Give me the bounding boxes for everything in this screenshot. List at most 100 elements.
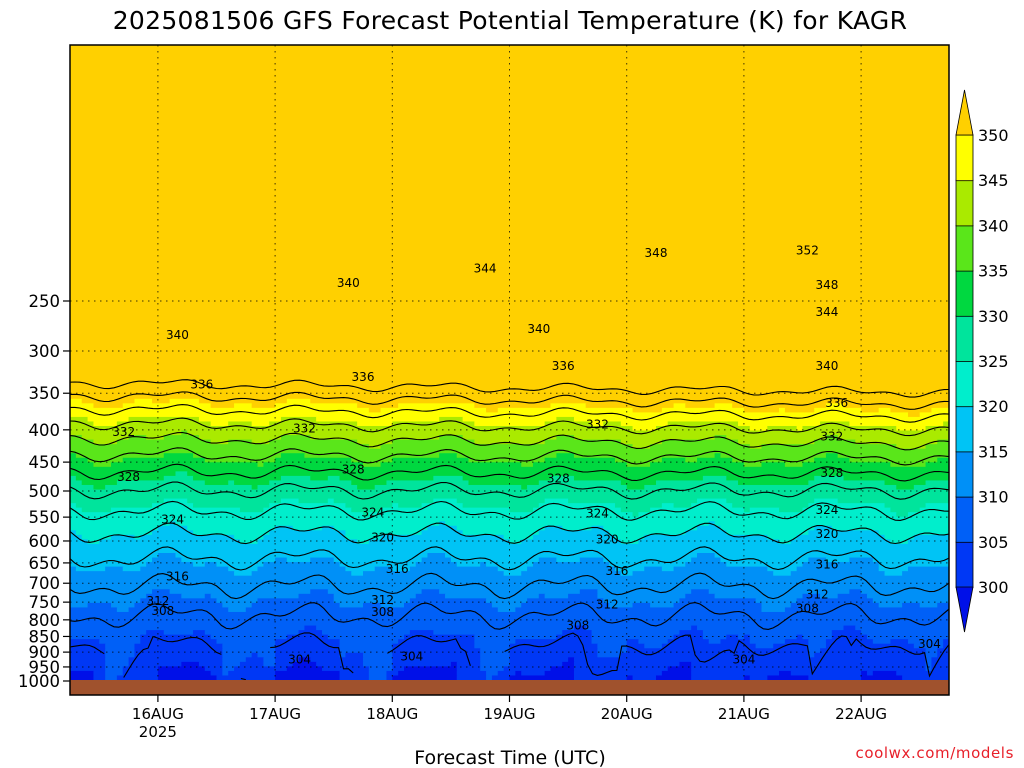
color-cell: [70, 598, 141, 604]
color-cell: [87, 457, 124, 463]
color-cell: [573, 453, 716, 459]
color-cell: [70, 326, 949, 332]
color-cell: [831, 634, 868, 640]
color-cell: [175, 471, 188, 477]
color-cell: [872, 557, 949, 563]
color-cell: [128, 657, 223, 663]
color-cell: [749, 675, 768, 681]
color-cell: [808, 648, 821, 654]
colorbar-segment: [955, 541, 974, 588]
color-cell: [152, 503, 194, 509]
color-cell: [75, 530, 153, 536]
color-cell: [638, 639, 669, 645]
color-cell: [70, 435, 83, 441]
color-cell: [116, 607, 130, 613]
color-cell: [87, 416, 130, 423]
color-cell: [796, 598, 874, 604]
color-cell: [275, 670, 341, 677]
color-cell: [790, 571, 886, 577]
color-cell: [163, 435, 200, 441]
color-cell: [70, 113, 949, 119]
color-cell: [321, 630, 411, 636]
color-cell: [462, 416, 557, 423]
color-cell: [280, 475, 311, 482]
contour-label: 328: [547, 472, 570, 486]
color-cell: [392, 652, 481, 658]
color-cell: [825, 435, 839, 441]
color-cell: [697, 553, 716, 559]
color-cell: [257, 598, 335, 604]
color-cell: [861, 407, 880, 413]
contour-label-text: 352: [796, 244, 819, 258]
color-cell: [280, 498, 300, 504]
color-cell: [275, 643, 341, 649]
contour-label-text: 340: [815, 359, 838, 373]
color-cell: [128, 435, 147, 441]
color-cell: [661, 503, 675, 509]
color-cell: [802, 562, 880, 568]
color-cell: [427, 553, 446, 559]
color-cell: [70, 507, 83, 513]
color-cell: [392, 439, 475, 445]
y-tick-label: 250: [29, 292, 61, 311]
color-cell: [70, 616, 949, 622]
color-cell: [626, 675, 634, 681]
color-cell: [386, 675, 393, 681]
color-cell: [749, 426, 768, 432]
color-cell: [843, 475, 949, 482]
contour-label-text: 348: [815, 278, 838, 292]
color-cell: [304, 625, 317, 631]
color-cell: [925, 666, 933, 672]
color-cell: [363, 512, 370, 518]
color-cell: [251, 571, 352, 577]
color-cell: [70, 140, 949, 146]
color-cell: [105, 566, 124, 572]
color-cell: [93, 421, 118, 427]
color-cell: [70, 448, 949, 454]
color-cell: [70, 602, 89, 609]
color-cell: [351, 480, 388, 486]
color-cell: [111, 602, 136, 609]
color-cell: [257, 484, 358, 491]
color-cell: [644, 484, 897, 491]
color-cell: [380, 444, 634, 450]
color-cell: [404, 602, 493, 609]
color-cell: [304, 453, 440, 459]
color-cell: [163, 630, 194, 636]
color-cell: [409, 630, 434, 636]
color-cell: [234, 480, 270, 486]
color-cell: [456, 675, 487, 681]
color-cell: [726, 530, 809, 536]
color-cell: [93, 670, 106, 677]
color-cell: [820, 648, 927, 654]
color-cell: [339, 602, 364, 609]
color-cell: [70, 575, 949, 581]
color-cell: [738, 439, 815, 445]
color-cell: [538, 503, 616, 509]
color-cell: [70, 675, 95, 681]
color-cell: [726, 634, 739, 640]
contour-label: 320: [371, 530, 394, 544]
color-cell: [333, 498, 434, 504]
color-cell: [70, 72, 949, 78]
color-cell: [697, 525, 722, 531]
color-cell: [70, 403, 95, 409]
contour-label: 312: [806, 588, 829, 602]
color-cell: [614, 457, 663, 463]
color-cell: [70, 607, 118, 613]
color-cell: [163, 453, 194, 459]
color-cell: [75, 475, 165, 482]
contour-label-text: 324: [161, 513, 184, 527]
color-cell: [486, 562, 534, 568]
color-cell: [222, 643, 276, 649]
color-cell: [585, 625, 692, 631]
color-cell: [210, 403, 235, 409]
contour-lines: [70, 379, 949, 681]
color-cell: [937, 602, 949, 609]
contour-label-text: 332: [293, 421, 316, 435]
color-cell: [163, 498, 188, 504]
color-cell: [503, 571, 522, 577]
color-cell: [421, 503, 464, 509]
color-cell: [193, 475, 282, 482]
y-tick-label: 600: [29, 532, 61, 551]
